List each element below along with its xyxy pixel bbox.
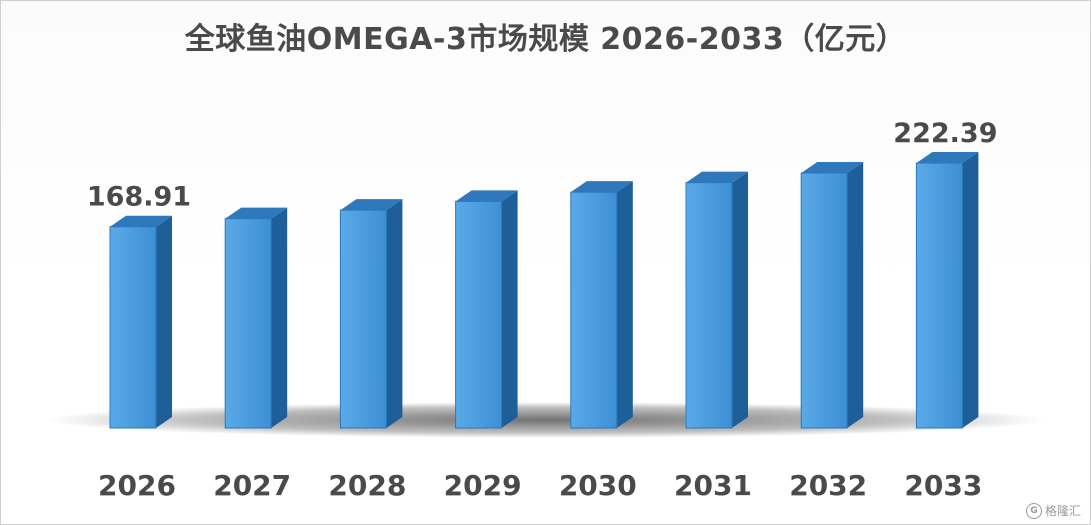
bar-front-face: [800, 172, 848, 429]
bar-front-face: [570, 191, 618, 429]
bar-top-face: [916, 152, 979, 163]
watermark: G 格隆汇: [1025, 502, 1081, 519]
bar-2027: [224, 207, 288, 429]
x-tick-label: 2031: [674, 469, 752, 502]
bar-side-face: [962, 152, 979, 428]
x-tick-label: 2030: [559, 469, 637, 502]
bar-side-face: [271, 207, 288, 428]
x-tick-label: 2032: [789, 469, 867, 502]
x-tick-label: 2033: [904, 469, 982, 502]
bar-series: [109, 152, 979, 429]
bar-2030: [570, 181, 633, 429]
bar-2026: [109, 215, 172, 429]
bar-top-face: [801, 161, 864, 173]
x-tick-label: 2027: [213, 469, 291, 502]
x-tick-label: 2028: [328, 469, 406, 502]
bar-2033: [915, 152, 979, 429]
bar-front-face: [224, 218, 272, 429]
bar-front-face: [455, 200, 503, 429]
bar-2029: [455, 190, 518, 429]
bar-side-face: [847, 161, 864, 428]
chart-title: 全球鱼油OMEGA-3市场规模 2026-2033（亿元）: [184, 22, 907, 57]
bar-side-face: [501, 190, 518, 428]
bar-front-face: [109, 226, 157, 429]
bar-front-face: [915, 162, 963, 429]
watermark-logo-icon: G: [1025, 502, 1042, 519]
bar-front-face: [339, 209, 387, 429]
bar-side-face: [156, 215, 172, 428]
bar-top-face: [570, 181, 633, 193]
bar-side-face: [732, 171, 748, 429]
data-label: 168.91: [87, 182, 191, 213]
x-tick-label: 2026: [98, 469, 176, 502]
floor-shadow: [45, 402, 1045, 438]
bar-top-face: [686, 171, 748, 183]
bar-2031: [685, 171, 748, 429]
bar-top-face: [340, 199, 403, 211]
bar-side-face: [616, 181, 633, 428]
data-label: 222.39: [893, 118, 997, 149]
watermark-text: 格隆汇: [1044, 504, 1081, 518]
bar-side-face: [386, 199, 403, 428]
chart-floor-shadow: [45, 402, 1045, 438]
data-labels: 168.91 222.39: [87, 118, 998, 213]
x-axis-tick-labels: 2026 2027 2028 2029 2030 2031 2032 2033: [98, 469, 982, 502]
bar-top-face: [455, 190, 518, 202]
x-tick-label: 2029: [444, 469, 522, 502]
bar-2032: [800, 161, 864, 429]
bar-top-face: [110, 215, 172, 227]
bar-top-face: [225, 207, 288, 219]
bar-front-face: [685, 182, 733, 429]
bar-2028: [339, 199, 403, 429]
